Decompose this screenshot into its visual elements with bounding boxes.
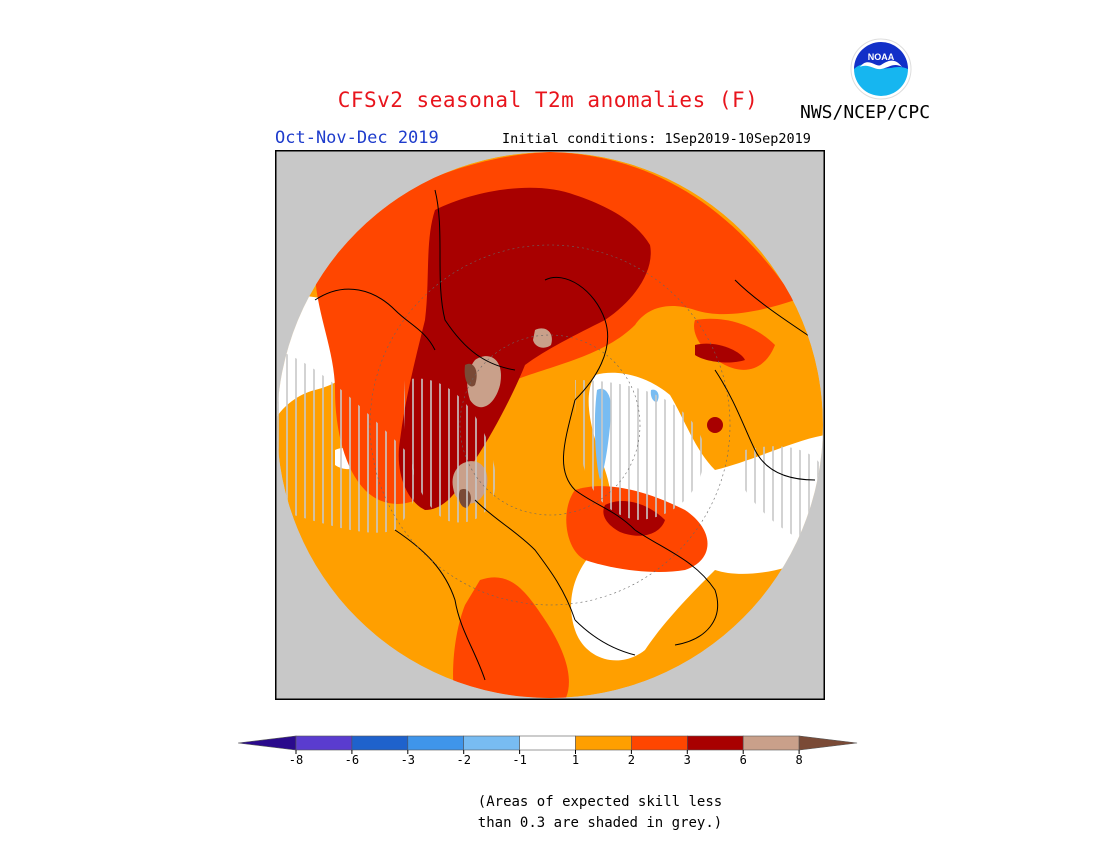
legend-bin: [463, 735, 520, 751]
legend-bin: [238, 735, 297, 751]
legend-bin: [742, 735, 800, 751]
anomaly-region-2-3-south: [453, 577, 569, 698]
legend-tick-label: -1: [512, 753, 526, 767]
low-skill-hatch-atlantic: [277, 350, 416, 533]
noaa-logo-text: NOAA: [868, 52, 895, 62]
skill-note: (Areas of expected skill less than 0.3 a…: [0, 792, 1100, 834]
legend-tick-label: -6: [345, 753, 359, 767]
anomaly-region-3-6-spot: [707, 417, 723, 433]
legend-tick-label: 6: [740, 753, 747, 767]
latitude-circles: [369, 244, 731, 606]
legend-tick-label: -2: [456, 753, 470, 767]
legend-bin: [407, 735, 465, 751]
skill-note-line1: (Areas of expected skill less: [477, 794, 723, 810]
legend-tick-label: -3: [401, 753, 415, 767]
legend-tick-label: 1: [572, 753, 579, 767]
legend-tick-label: 2: [628, 753, 635, 767]
legend-tick-label: 8: [795, 753, 802, 767]
anomaly-region-3-6-east: [695, 343, 745, 363]
map-border: [275, 150, 825, 700]
anomaly-region-gt8-a: [464, 363, 477, 387]
anomaly-region-6-8-a: [467, 356, 501, 408]
low-skill-hatch-arctic: [404, 378, 496, 523]
legend-tick-label: -8: [289, 753, 303, 767]
season-label: Oct-Nov-Dec 2019: [275, 128, 439, 148]
initial-conditions-label: Initial conditions: 1Sep2019-10Sep2019: [502, 131, 811, 147]
anomaly-region-6-8-c: [533, 328, 552, 348]
legend-bin: [351, 735, 409, 751]
legend-bin: [519, 735, 576, 751]
color-legend: -8 -6 -3 -2 -1 1 2 3 6 8: [238, 735, 858, 767]
anomaly-field: [277, 152, 823, 698]
legend-bin: [295, 735, 353, 751]
low-skill-hatch-siberia: [575, 380, 705, 520]
agency-label: NWS/NCEP/CPC: [800, 102, 931, 123]
anomaly-map: [275, 150, 825, 700]
noaa-logo: NOAA: [850, 38, 912, 100]
legend-bin: [798, 735, 858, 751]
legend-tick-label: 3: [684, 753, 691, 767]
coastlines: [314, 189, 816, 681]
map-title: CFSv2 seasonal T2m anomalies (F): [337, 88, 759, 112]
legend-bin: [631, 735, 688, 751]
legend-bin: [575, 735, 632, 751]
skill-note-line2: than 0.3 are shaded in grey.): [477, 815, 723, 831]
legend-bin: [686, 735, 744, 751]
